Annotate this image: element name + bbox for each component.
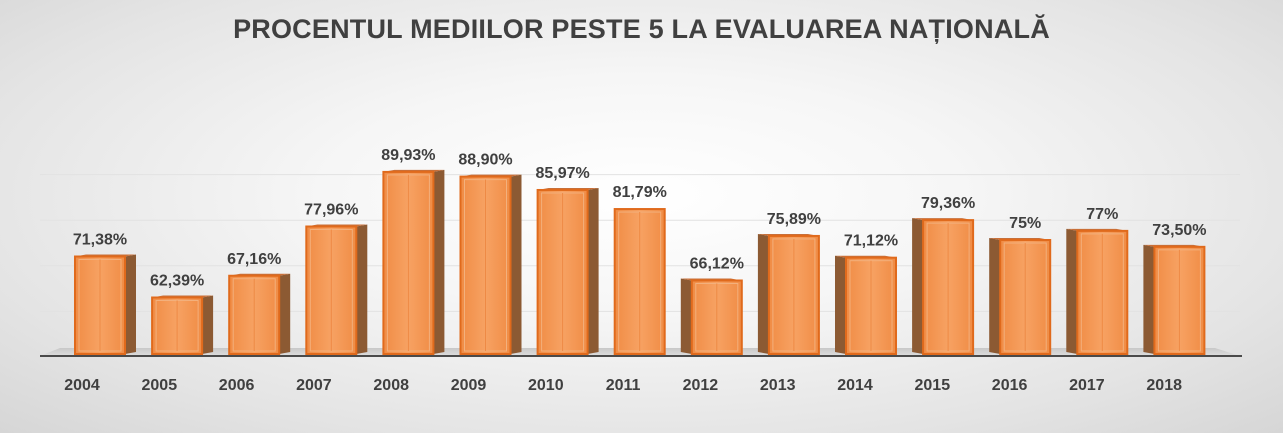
data-label: 66,12% [690,255,744,272]
bar-2010 [536,187,599,355]
bar-side-face [680,278,692,354]
x-tick-label: 2006 [219,377,255,394]
x-tick-label: 2016 [992,377,1028,394]
labels-layer: 71,38% 2004 62,39% 2005 67,16% 2006 77,96% 2007… [64,147,1206,394]
bar-2006 [228,273,291,355]
bar-2013 [757,233,820,356]
bar-side-face [125,254,136,354]
bar-side-face [202,295,214,354]
bar-side-face [587,187,599,354]
bar-2016 [989,238,1052,355]
bar-2012 [680,278,743,355]
bar-side-face [433,169,445,354]
data-label: 75% [1009,215,1041,232]
x-tick-label: 2005 [142,377,178,394]
bar-2011 [613,208,666,355]
bar-2017 [1066,228,1129,356]
data-label: 75,89% [767,211,821,228]
x-tick-label: 2014 [837,377,873,394]
bar-2005 [151,295,214,355]
data-label: 81,79% [613,184,667,201]
bar-side-face [510,174,522,354]
chart-title: PROCENTUL MEDIILOR PESTE 5 LA EVALUAREA … [233,14,1050,44]
x-tick-label: 2010 [528,377,564,394]
data-label: 67,16% [227,251,281,268]
bar-side-face [356,224,368,354]
x-tick-label: 2018 [1146,377,1182,394]
bar-2004 [74,254,136,355]
data-label: 77,96% [304,202,358,219]
x-tick-label: 2015 [915,377,951,394]
x-tick-label: 2004 [64,377,100,394]
data-label: 89,93% [381,147,435,164]
bar-side-face [989,238,1001,354]
x-tick-label: 2008 [373,377,409,394]
x-tick-label: 2011 [606,377,641,394]
data-label: 71,12% [844,233,898,250]
data-label: 79,36% [921,195,975,212]
data-label: 73,50% [1152,222,1206,239]
data-label: 85,97% [535,165,589,182]
data-label: 62,39% [150,273,204,290]
bar-side-face [279,273,291,354]
x-tick-label: 2017 [1069,377,1105,394]
bar-2007 [305,224,368,355]
x-tick-label: 2007 [296,377,332,394]
bar-2014 [835,255,897,356]
bar-side-face [1066,228,1078,354]
data-label: 77% [1086,206,1118,223]
x-tick-label: 2013 [760,377,796,394]
data-label: 71,38% [73,232,127,249]
bar-side-face [835,255,846,354]
bar-side-face [1143,244,1155,354]
bar-2015 [912,218,975,355]
bar-side-face [912,218,924,354]
x-tick-label: 2009 [451,377,487,394]
bar-2018 [1143,244,1206,355]
data-label: 88,90% [458,152,512,169]
x-tick-label: 2012 [683,377,719,394]
bar-2009 [459,174,522,355]
bars-layer [74,169,1206,356]
bar-side-face [757,233,769,354]
bar-2008 [382,169,445,355]
